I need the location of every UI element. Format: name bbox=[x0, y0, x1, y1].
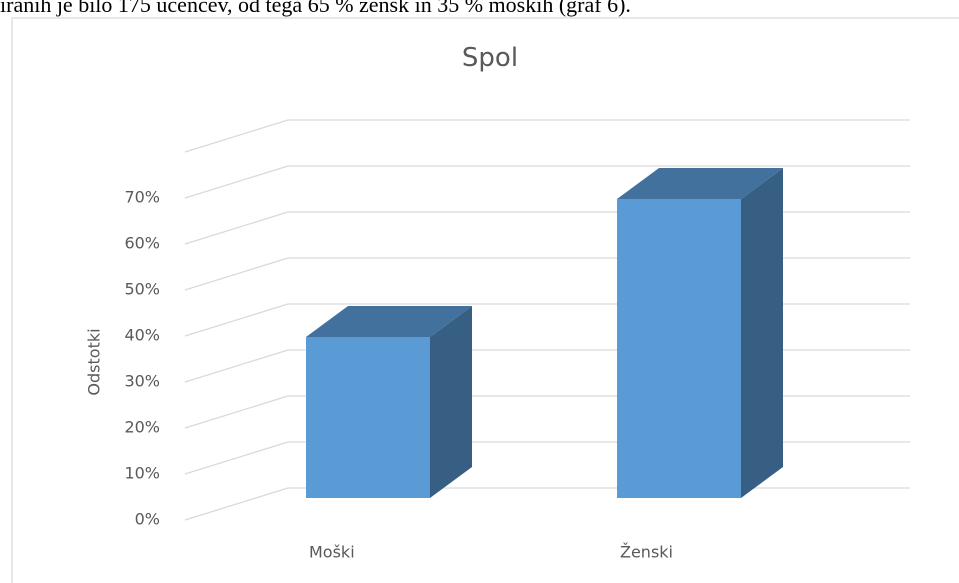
grid-line bbox=[184, 165, 289, 199]
grid-line bbox=[184, 487, 289, 521]
grid-line bbox=[184, 257, 289, 291]
bar bbox=[306, 337, 430, 498]
bar-side bbox=[430, 306, 472, 498]
y-tick-label: 50% bbox=[124, 280, 160, 299]
grid-line bbox=[184, 119, 289, 153]
grid-line bbox=[184, 303, 289, 337]
x-tick-label: Ženski bbox=[620, 543, 673, 562]
y-axis-label: Odstotki bbox=[85, 328, 104, 395]
y-tick-label: 30% bbox=[124, 372, 160, 391]
chart-title: Spol bbox=[462, 43, 518, 73]
y-tick-label: 60% bbox=[124, 234, 160, 253]
chart-border bbox=[11, 17, 959, 583]
grid-line bbox=[184, 349, 289, 383]
y-tick-label: 10% bbox=[124, 464, 160, 483]
grid-line bbox=[184, 441, 289, 475]
y-tick-label: 20% bbox=[124, 418, 160, 437]
bar-top bbox=[306, 306, 472, 337]
bar-side bbox=[741, 168, 783, 498]
x-tick-label: Moški bbox=[309, 543, 355, 562]
y-tick-label: 40% bbox=[124, 326, 160, 345]
grid-line bbox=[184, 395, 289, 429]
bar-top bbox=[617, 168, 783, 199]
document-text: iranih je bilo 175 učencev, od tega 65 %… bbox=[0, 0, 631, 17]
y-tick-label: 70% bbox=[124, 188, 160, 207]
grid-line bbox=[184, 211, 289, 245]
bar bbox=[617, 199, 741, 498]
y-tick-label: 0% bbox=[135, 510, 160, 529]
